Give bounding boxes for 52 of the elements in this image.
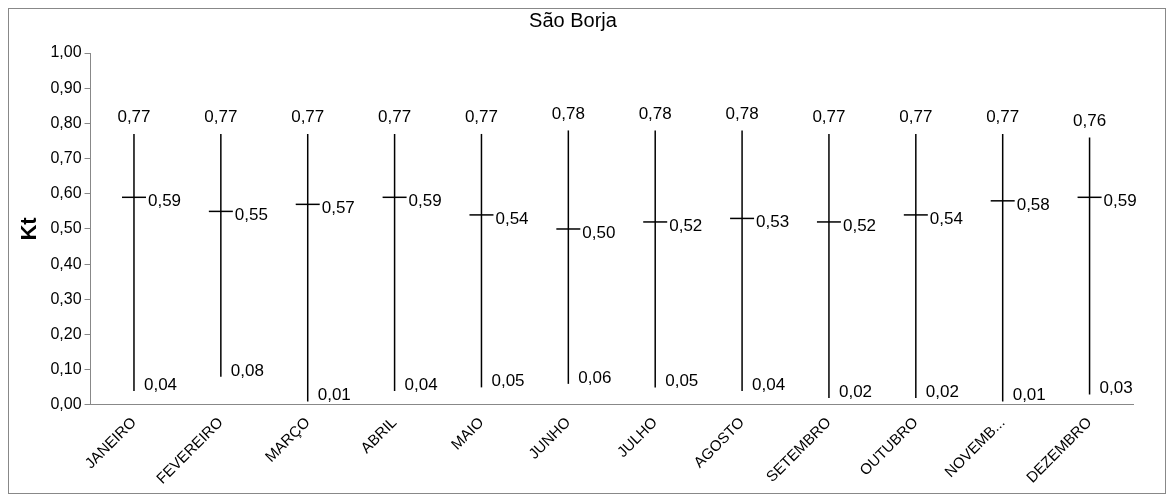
y-tick-label: 0,80 (50, 113, 82, 131)
y-tick-label: 0,10 (50, 360, 82, 378)
annotation: 0,76 (1073, 110, 1107, 130)
y-tick-label: 0,40 (50, 254, 82, 272)
annotation: 0,77 (986, 107, 1020, 127)
annotation: 0,04 (752, 374, 786, 394)
y-axis-title: Kt (16, 216, 42, 241)
annotation: 0,50 (582, 222, 616, 242)
candlestick (903, 133, 928, 398)
annotation: 0,54 (495, 208, 529, 228)
annotation: 0,53 (756, 212, 790, 232)
annotation: 0,01 (1012, 385, 1046, 405)
y-tick-label: 0,00 (50, 395, 82, 413)
y-tick-label: 0,30 (50, 289, 82, 307)
annotation: 0,54 (929, 208, 963, 228)
annotation: 0,05 (491, 371, 525, 391)
y-tick-label: 0,70 (50, 149, 82, 166)
y-tick-label: 0,90 (50, 78, 82, 96)
annotation: 0,59 (1103, 191, 1137, 210)
annotation: 0,59 (147, 191, 182, 210)
annotation: 0,06 (578, 367, 612, 387)
y-tick-label: 0,50 (50, 219, 82, 237)
annotation: 0,52 (842, 215, 877, 235)
annotation: 0,04 (143, 374, 178, 394)
annotation: 0,78 (638, 103, 672, 123)
annotation: 0,57 (321, 198, 355, 218)
candlestick (643, 130, 668, 388)
annotation: 0,01 (317, 385, 351, 405)
annotation: 0,77 (464, 107, 499, 127)
annotation: 0,77 (117, 107, 151, 127)
annotation: 0,52 (669, 215, 703, 235)
annotation: 0,58 (1016, 194, 1050, 214)
annotation: 0,77 (204, 107, 238, 127)
annotation: 0,08 (230, 360, 264, 380)
y-tick-label: 0,20 (50, 324, 82, 342)
annotation: 0,59 (408, 191, 442, 210)
annotation: 0,03 (1099, 378, 1133, 398)
annotation: 0,02 (925, 381, 959, 401)
annotation: 0,55 (234, 205, 268, 225)
candlestick (816, 133, 841, 398)
annotation: 0,78 (725, 103, 759, 123)
annotation: 0,77 (899, 107, 933, 127)
annotation: 0,05 (665, 371, 699, 391)
y-tick-label: 1,00 (50, 43, 82, 61)
annotation: 0,02 (838, 381, 873, 401)
annotation: 0,77 (291, 107, 325, 127)
chart-title: São Borja (529, 8, 618, 31)
y-tick-label: 0,60 (50, 184, 82, 202)
annotation: 0,04 (404, 374, 438, 394)
annotation: 0,77 (378, 107, 412, 127)
annotation: 0,77 (812, 107, 846, 127)
annotation: 0,78 (551, 103, 585, 123)
